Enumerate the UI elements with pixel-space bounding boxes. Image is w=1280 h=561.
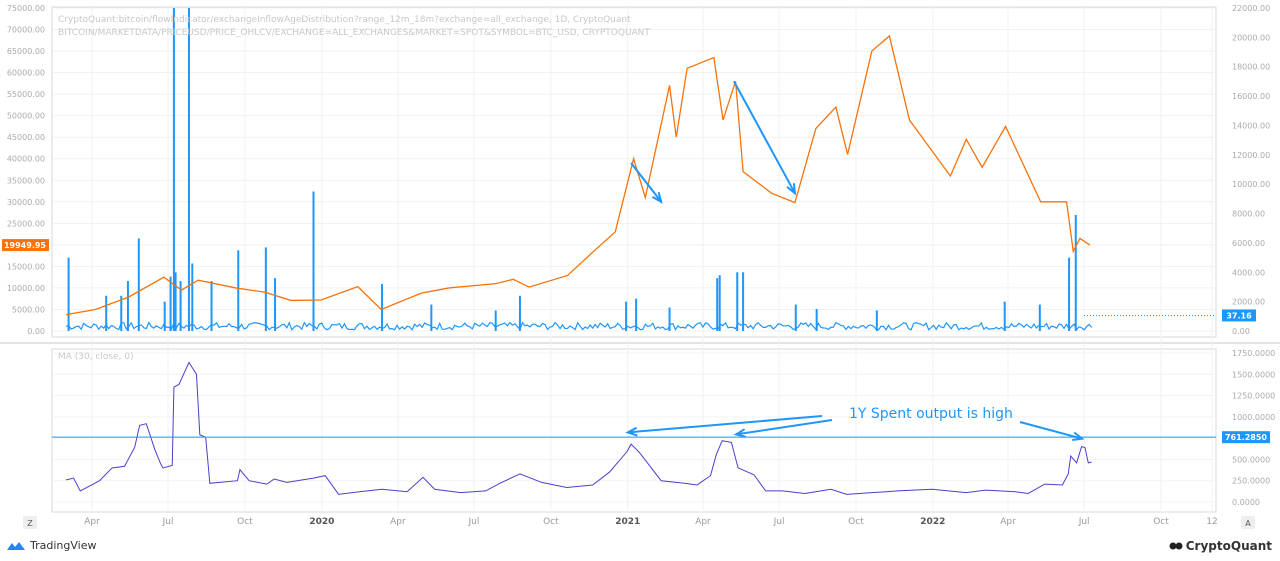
inflow-last-value-label: 37.16 bbox=[1226, 311, 1252, 320]
x-axis-tick-label: Apr bbox=[1000, 517, 1016, 527]
right-axis-tick-label: 16000.00 bbox=[1232, 92, 1270, 101]
annotation-arrow-head bbox=[625, 426, 638, 437]
right-axis-tick-label: 4000.00 bbox=[1232, 268, 1265, 277]
left-axis-tick-label: 5000.00 bbox=[12, 305, 45, 314]
x-axis-tick-label: Jul bbox=[468, 517, 480, 527]
x-axis-tick-label: Apr bbox=[84, 517, 100, 527]
annotations bbox=[625, 80, 1085, 442]
axis-value-labels: 19949.95 37.16 761.2850 bbox=[2, 239, 1270, 444]
price-annotation-arrow-head bbox=[651, 191, 663, 204]
tradingview-label: TradingView bbox=[30, 539, 97, 552]
tradingview-icon bbox=[7, 541, 25, 550]
left-axis-tick-label: 60000.00 bbox=[7, 69, 45, 78]
x-axis-tick-label: 12 bbox=[1206, 517, 1217, 527]
annotation-arrow bbox=[627, 415, 823, 434]
auto-scale-button-label: A bbox=[1245, 519, 1251, 528]
price-annotation-arrow bbox=[733, 80, 796, 194]
right-axis-tick-label: 22000.00 bbox=[1232, 4, 1270, 13]
annotation-arrow-head bbox=[1072, 431, 1085, 442]
grid bbox=[0, 6, 1280, 513]
right-axis-tick-label: 2000.00 bbox=[1232, 298, 1265, 307]
price-series-line bbox=[65, 34, 1091, 316]
price-last-value-label: 19949.95 bbox=[4, 241, 46, 250]
left-axis-tick-label: 40000.00 bbox=[7, 155, 45, 164]
left-axis-tick-label: 35000.00 bbox=[7, 176, 45, 185]
bottom-pane-frame bbox=[51, 348, 1217, 513]
source-line-1: CryptoQuant:bitcoin/flowIndicator/exchan… bbox=[58, 15, 631, 25]
right-axis-tick-label: 8000.00 bbox=[1232, 210, 1265, 219]
annotation-arrow bbox=[1019, 421, 1083, 440]
ma-series-line bbox=[65, 361, 1092, 495]
right-axis-tick-label: 20000.00 bbox=[1232, 33, 1270, 42]
bottom-axis-tick-label: 500.0000 bbox=[1232, 455, 1270, 464]
left-axis-tick-label: 45000.00 bbox=[7, 133, 45, 142]
right-axis-tick-label: 0.00 bbox=[1232, 327, 1250, 336]
annotation-arrow bbox=[735, 419, 833, 436]
right-axis-tick-label: 10000.00 bbox=[1232, 180, 1270, 189]
cryptoquant-label: CryptoQuant bbox=[1185, 539, 1272, 553]
cryptoquant-logo[interactable]: CryptoQuant bbox=[1169, 539, 1272, 553]
x-axis-tick-label: 2020 bbox=[309, 517, 334, 527]
x-axis-tick-label: Jul bbox=[162, 517, 174, 527]
x-axis-tick-label: Oct bbox=[543, 517, 559, 527]
right-axis-tick-label: 14000.00 bbox=[1232, 121, 1270, 130]
ma-threshold-value-box bbox=[1222, 431, 1270, 444]
bottom-axis-tick-label: 250.0000 bbox=[1232, 477, 1270, 486]
x-axis-tick-label: 2021 bbox=[615, 517, 640, 527]
inflow-series-line bbox=[65, 321, 1093, 331]
ma-threshold-value-label: 761.2850 bbox=[1225, 433, 1267, 442]
bottom-axis-tick-label: 1000.0000 bbox=[1232, 413, 1275, 422]
indicator-label: MA (30, close, 0) bbox=[58, 352, 134, 362]
top-pane-frame bbox=[51, 6, 1217, 338]
price-annotation-arrow bbox=[630, 162, 662, 203]
left-axis-tick-label: 15000.00 bbox=[7, 262, 45, 271]
cryptoquant-icon bbox=[1169, 542, 1183, 550]
x-axis-tick-label: Jul bbox=[1078, 517, 1090, 527]
x-axis-tick-label: Apr bbox=[390, 517, 406, 527]
x-axis-tick-label: Oct bbox=[237, 517, 253, 527]
top-right-axis: 22000.00 20000.00 18000.00 16000.00 14000.00… bbox=[1232, 4, 1270, 336]
x-axis-tick-label: Oct bbox=[848, 517, 864, 527]
price-last-value-box bbox=[2, 239, 49, 252]
bottom-axis-tick-label: 1750.0000 bbox=[1232, 349, 1275, 358]
series-layer bbox=[52, 8, 1216, 495]
zoom-button[interactable] bbox=[23, 516, 37, 529]
bottom-axis-tick-label: 0.0000 bbox=[1232, 498, 1260, 507]
x-axis-tick-label: Oct bbox=[1153, 517, 1169, 527]
right-axis-tick-label: 12000.00 bbox=[1232, 151, 1270, 160]
left-axis-tick-label: 55000.00 bbox=[7, 90, 45, 99]
left-axis-tick-label: 0.00 bbox=[27, 327, 45, 336]
tradingview-logo[interactable]: TradingView bbox=[6, 539, 96, 552]
left-axis-tick-label: 25000.00 bbox=[7, 219, 45, 228]
annotation-arrow-head bbox=[733, 428, 746, 438]
price-annotation-arrow-head bbox=[786, 183, 797, 196]
left-axis-tick-label: 30000.00 bbox=[7, 198, 45, 207]
bottom-axis-tick-label: 1250.0000 bbox=[1232, 392, 1275, 401]
source-line-2: BITCOIN/MARKETDATA/PRICEUSD/PRICE_OHLCV/… bbox=[58, 28, 650, 38]
left-axis-tick-label: 10000.00 bbox=[7, 284, 45, 293]
annotation-text: 1Y Spent output is high bbox=[849, 406, 1013, 422]
left-axis-tick-label: 50000.00 bbox=[7, 112, 45, 121]
right-axis-tick-label: 18000.00 bbox=[1232, 63, 1270, 72]
zoom-button-label: Z bbox=[27, 519, 33, 528]
x-axis-tick-label: Jul bbox=[773, 517, 785, 527]
x-axis-tick-label: 2022 bbox=[920, 517, 945, 527]
left-axis-tick-label: 65000.00 bbox=[7, 47, 45, 56]
auto-scale-button[interactable] bbox=[1241, 516, 1255, 529]
x-axis-tick-label: Apr bbox=[695, 517, 711, 527]
right-axis-tick-label: 6000.00 bbox=[1232, 239, 1265, 248]
bottom-axis-tick-label: 1500.0000 bbox=[1232, 370, 1275, 379]
x-axis: Apr Jul Oct 2020 Apr Jul Oct 2021 Apr Jul Oct 2022 A… bbox=[84, 517, 1218, 527]
inflow-last-value-box bbox=[1222, 309, 1256, 322]
left-axis-tick-label: 70000.00 bbox=[7, 26, 45, 35]
left-axis-tick-label: 75000.00 bbox=[7, 4, 45, 13]
